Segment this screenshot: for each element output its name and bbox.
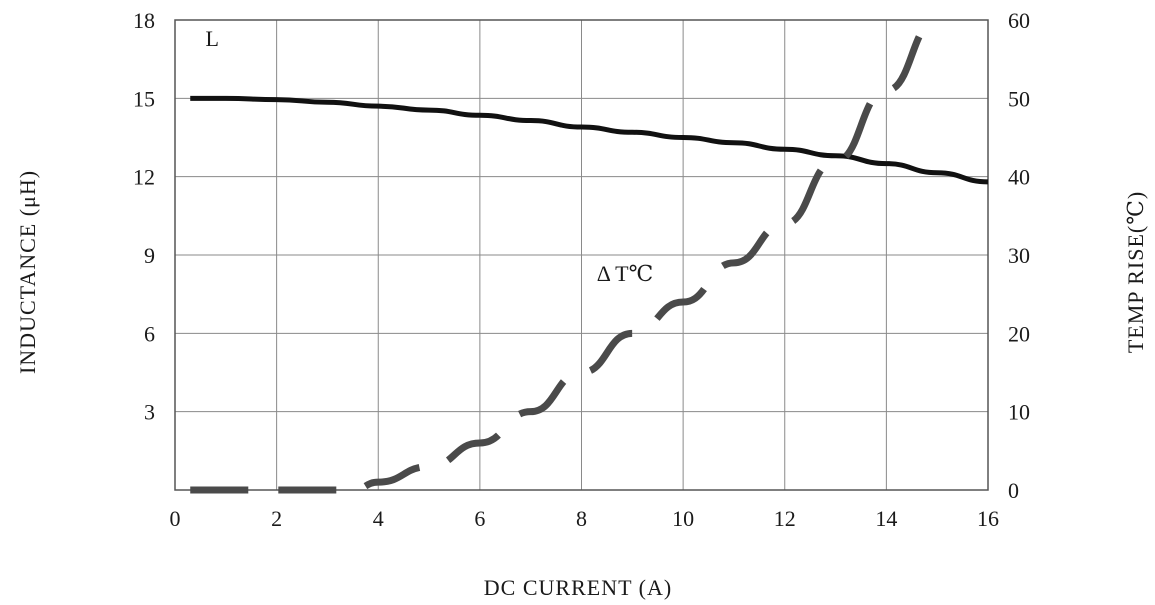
y-left-tick-label: 15 xyxy=(133,86,155,111)
y-right-tick-label: 0 xyxy=(1008,478,1019,503)
x-tick-label: 10 xyxy=(672,506,694,531)
series-line-temp-rise xyxy=(190,16,938,494)
y-right-tick-label: 20 xyxy=(1008,321,1030,346)
x-tick-label: 4 xyxy=(373,506,384,531)
y-right-tick-label: 30 xyxy=(1008,243,1030,268)
y-left-tick-label: 18 xyxy=(133,8,155,33)
y-left-tick-label: 3 xyxy=(144,400,155,425)
series-labels: L Δ T℃ xyxy=(205,26,653,286)
plot-frame xyxy=(174,19,989,491)
y-left-tick-label: 9 xyxy=(144,243,155,268)
x-axis-title: DC CURRENT (A) xyxy=(484,575,672,600)
x-tick-label: 8 xyxy=(576,506,587,531)
grid xyxy=(174,19,989,491)
y-right-tick-label: 50 xyxy=(1008,86,1030,111)
y-left-tick-label: 6 xyxy=(144,321,155,346)
x-tick-label: 12 xyxy=(774,506,796,531)
y-axis-right-title: TEMP RISE(℃) xyxy=(1123,191,1148,353)
x-tick-label: 14 xyxy=(875,506,897,531)
series-label: Δ T℃ xyxy=(597,261,653,286)
y-right-tick-label: 60 xyxy=(1008,8,1030,33)
y-axis-left-title: INDUCTANCE (μH) xyxy=(15,170,40,374)
y-right-tick-label: 10 xyxy=(1008,400,1030,425)
series-group xyxy=(190,16,989,494)
y-right-tick-label: 40 xyxy=(1008,165,1030,190)
x-tick-label: 16 xyxy=(977,506,999,531)
y-left-tick-label: 12 xyxy=(133,165,155,190)
x-tick-label: 2 xyxy=(271,506,282,531)
x-tick-label: 0 xyxy=(170,506,181,531)
x-tick-label: 6 xyxy=(474,506,485,531)
series-line-inductance xyxy=(190,95,989,185)
tick-labels: 0 2 4 6 8 10 12 14 16 3 6 9 12 15 18 0 10 20 30 40 50 60 xyxy=(133,8,1030,531)
series-label: L xyxy=(205,26,218,51)
